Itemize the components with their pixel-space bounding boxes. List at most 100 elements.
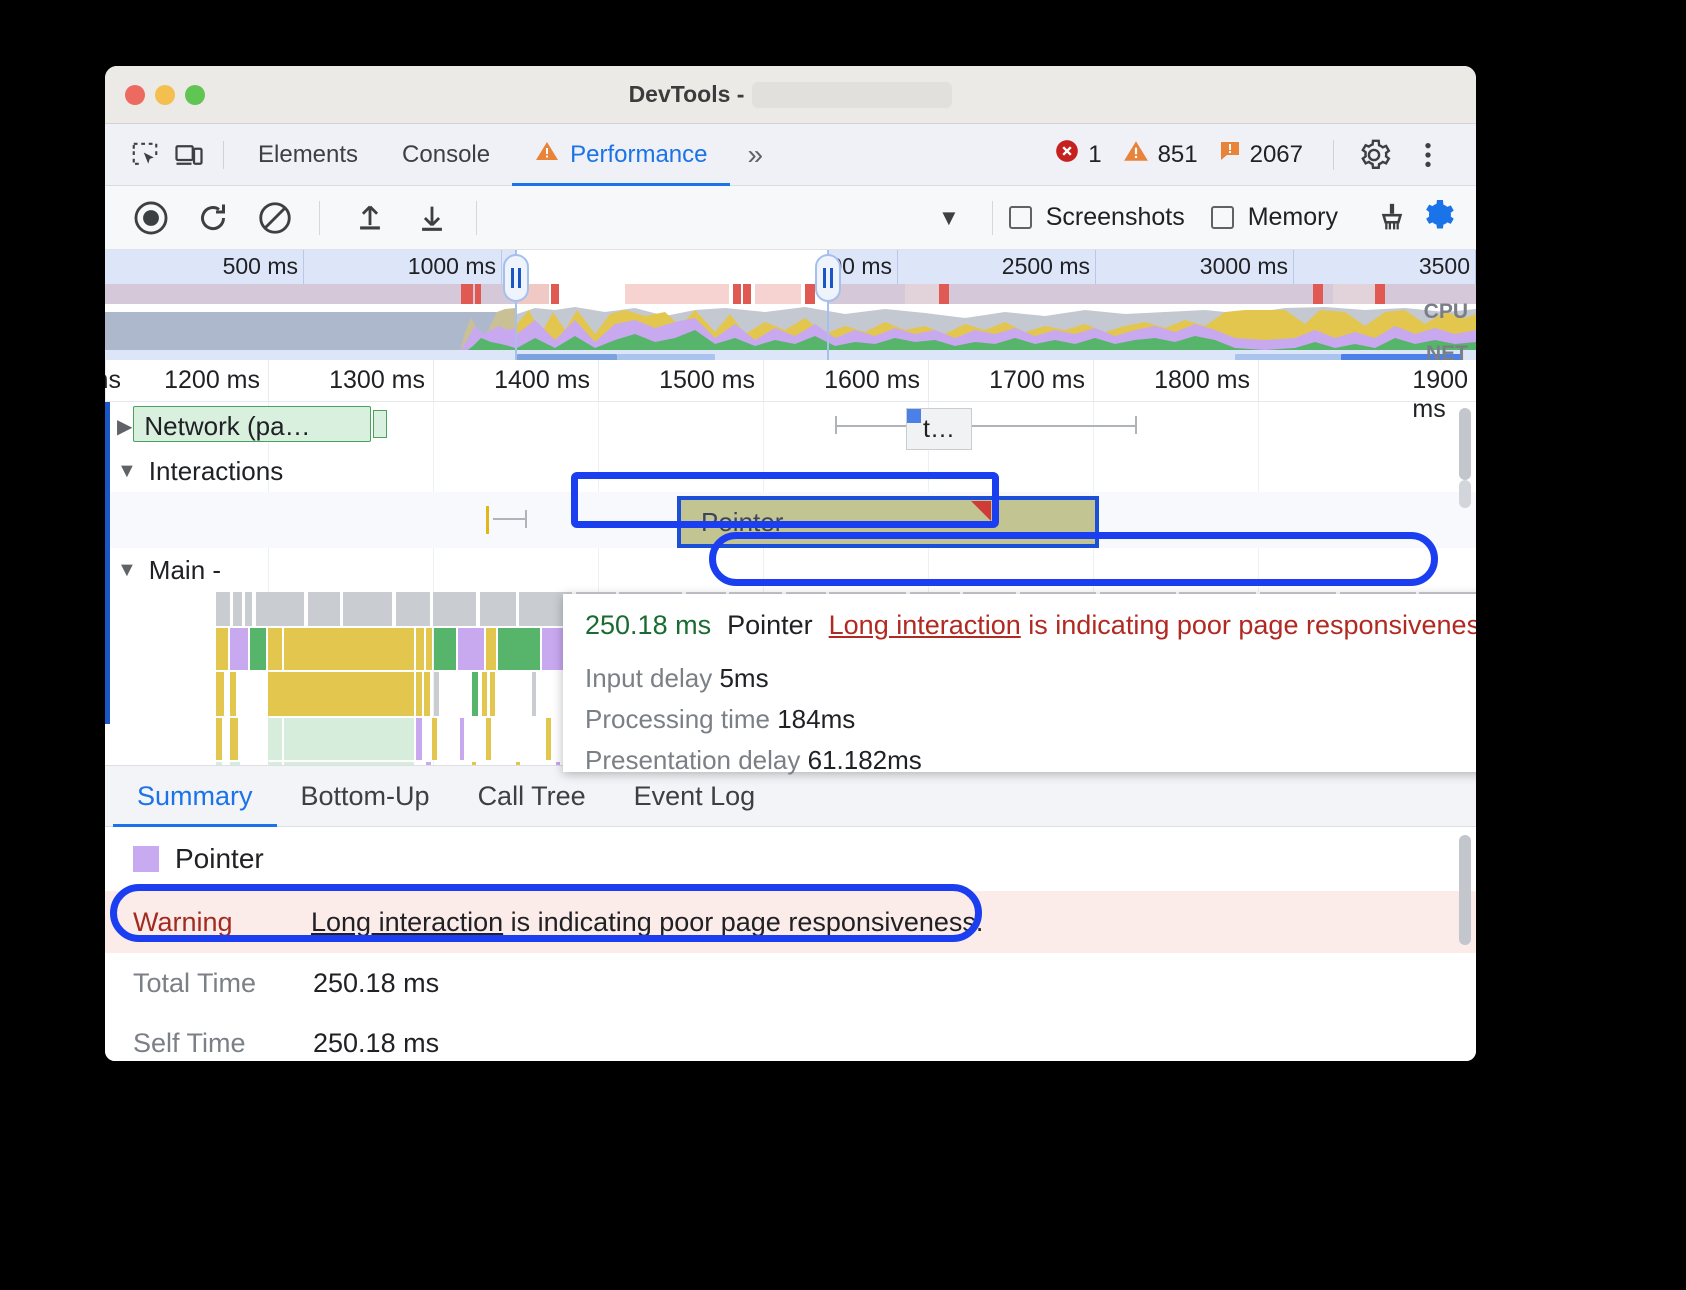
tooltip-metric-value: 61.182ms — [807, 745, 922, 775]
track-interactions-title[interactable]: ▼ Interactions — [105, 450, 1476, 492]
chevron-right-icon[interactable]: ▶ — [117, 415, 133, 438]
tab-bottom-up[interactable]: Bottom-Up — [277, 765, 454, 827]
net-track-label: NET — [1426, 342, 1468, 360]
title-bar: DevTools - — [105, 66, 1476, 124]
small-interaction-cap — [525, 510, 527, 528]
tab-bottom-up-label: Bottom-Up — [300, 780, 430, 811]
tooltip-metric-value: 5ms — [719, 663, 769, 693]
track-main[interactable]: ▼ Main - — [105, 548, 1476, 592]
long-interaction-warning-triangle — [971, 501, 991, 521]
flame-vertical-scrollbar[interactable] — [1459, 408, 1471, 480]
tab-call-tree[interactable]: Call Tree — [454, 765, 610, 827]
selection-line-right — [827, 250, 829, 360]
checkbox-box — [1210, 206, 1234, 229]
timeline-ruler[interactable]: ms 1200 ms 1300 ms 1400 ms 1500 ms 1600 … — [105, 360, 1476, 423]
minimize-window-button[interactable] — [155, 84, 175, 105]
memory-checkbox[interactable]: Memory — [1210, 203, 1338, 232]
chevron-down-icon[interactable]: ▼ — [117, 558, 137, 581]
flame-vertical-scrollbar-2[interactable] — [1459, 480, 1471, 508]
tab-summary[interactable]: Summary — [113, 765, 277, 827]
network-request-bar[interactable] — [133, 406, 371, 442]
self-time-value: 250.18 ms — [313, 1027, 440, 1058]
tab-console-label: Console — [402, 140, 491, 168]
tab-performance[interactable]: Performance — [512, 124, 730, 186]
tooltip-metrics: Input delay 5ms Processing time 184ms Pr… — [585, 663, 1476, 776]
interaction-pointer-bar[interactable]: Pointer — [677, 496, 1099, 548]
timeline-tick-5: 1600 ms — [824, 366, 920, 394]
event-tooltip: 250.18 ms Pointer Long interaction is in… — [563, 594, 1476, 775]
summary-warning-link[interactable]: Long interaction — [311, 906, 504, 937]
tab-elements-label: Elements — [258, 140, 359, 168]
tab-event-log[interactable]: Event Log — [610, 765, 780, 827]
window-controls[interactable] — [125, 84, 205, 105]
tooltip-metric-row: Processing time 184ms — [585, 704, 1476, 735]
capture-settings-icon[interactable] — [1420, 197, 1456, 238]
details-vertical-scrollbar[interactable] — [1459, 835, 1471, 945]
more-tabs-button[interactable]: » — [747, 138, 764, 170]
track-main-title[interactable]: ▼ Main - — [105, 548, 1476, 592]
upload-profile-icon[interactable] — [342, 193, 398, 243]
overview-unselected-left — [515, 250, 827, 284]
issue-count: 2067 — [1249, 140, 1303, 168]
screenshots-checkbox[interactable]: Screenshots — [1008, 203, 1185, 232]
warning-counter[interactable]: 851 — [1122, 138, 1198, 171]
collect-garbage-icon[interactable] — [1364, 193, 1420, 243]
close-window-button[interactable] — [125, 84, 145, 105]
network-request-bar-2[interactable] — [373, 410, 387, 438]
device-toolbar-icon[interactable] — [167, 135, 211, 175]
timing-marker-box[interactable]: t… — [906, 408, 972, 450]
warning-triangle-icon — [534, 139, 560, 170]
clear-icon[interactable] — [247, 193, 303, 243]
selection-handle-left[interactable] — [503, 254, 529, 302]
summary-warning-text: Long interaction is indicating poor page… — [311, 907, 983, 938]
overview-net-strip — [105, 350, 1476, 360]
tooltip-metric-label: Processing time — [585, 704, 770, 734]
timing-range-line — [835, 425, 1135, 427]
download-profile-icon[interactable] — [404, 193, 460, 243]
reload-record-icon[interactable] — [185, 193, 241, 243]
record-icon[interactable] — [123, 193, 179, 243]
title-placeholder-pill — [752, 81, 953, 108]
settings-gear-icon[interactable] — [1350, 133, 1398, 177]
maximize-window-button[interactable] — [185, 84, 205, 105]
track-network[interactable]: ▶ Network (pa… t… — [105, 402, 1476, 450]
tab-elements[interactable]: Elements — [236, 124, 380, 186]
error-circle-icon — [1054, 138, 1080, 171]
tooltip-metric-label: Presentation delay — [585, 745, 801, 775]
history-dropdown[interactable]: ▼ — [493, 196, 976, 240]
self-time-label: Self Time — [133, 1027, 246, 1058]
event-color-swatch — [133, 846, 159, 872]
memory-label: Memory — [1247, 203, 1338, 231]
summary-total-time-row: Total Time 250.18 ms — [105, 953, 1476, 1013]
issue-counter[interactable]: 2067 — [1218, 139, 1303, 170]
overview-tick-5: 3000 ms — [1199, 253, 1288, 279]
selection-edge-marker — [105, 402, 110, 724]
tooltip-metric-label: Input delay — [585, 663, 713, 693]
selection-handle-right[interactable] — [815, 254, 841, 302]
timeline-tick-4: 1500 ms — [659, 366, 755, 394]
chevron-down-icon: ▼ — [937, 204, 960, 230]
selection-line-left — [515, 250, 517, 360]
more-vertical-icon[interactable] — [1404, 133, 1452, 177]
interactions-band: Pointer — [105, 492, 1476, 548]
chevron-down-icon[interactable]: ▼ — [117, 459, 137, 482]
tab-summary-label: Summary — [137, 780, 253, 811]
error-counter[interactable]: 1 — [1054, 138, 1102, 171]
timing-marker-square — [907, 409, 921, 423]
tooltip-warning-link[interactable]: Long interaction — [828, 610, 1021, 640]
window-title-group: DevTools - — [105, 81, 1476, 108]
toolbar-divider — [476, 200, 477, 235]
inspect-icon[interactable] — [123, 135, 167, 175]
timing-marker-label: t… — [923, 414, 955, 443]
tooltip-header: 250.18 ms Pointer Long interaction is in… — [585, 610, 1476, 641]
window-title: DevTools - — [628, 81, 745, 107]
warning-count: 851 — [1157, 140, 1198, 168]
track-network-title[interactable]: ▶ Network (pa… — [105, 402, 1476, 450]
total-time-value: 250.18 ms — [313, 967, 440, 998]
timeline-overview[interactable]: 500 ms 1000 ms 1500 ms 2000 ms 2500 ms 3… — [105, 250, 1476, 360]
toolbar-divider — [319, 200, 320, 235]
timeline-tick-1: 1200 ms — [164, 366, 260, 394]
tab-performance-label: Performance — [570, 140, 708, 168]
tab-console[interactable]: Console — [380, 124, 512, 186]
track-interactions[interactable]: ▼ Interactions — [105, 450, 1476, 492]
